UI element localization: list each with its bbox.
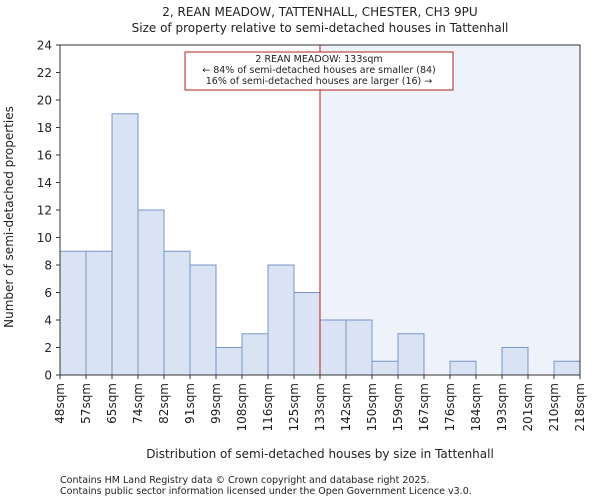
y-tick-label: 16 <box>37 149 52 163</box>
y-tick-label: 12 <box>37 204 52 218</box>
bar-150sqm <box>371 360 399 376</box>
bar-91sqm <box>189 264 217 376</box>
annotation-line2: ← 84% of semi-detached houses are smalle… <box>202 65 436 76</box>
x-tick-label-159sqm: 159sqm <box>391 383 405 431</box>
bar-116sqm <box>267 264 295 376</box>
x-tick-label-74sqm: 74sqm <box>131 383 145 424</box>
y-tick-label: 10 <box>37 231 52 245</box>
x-tick-label-57sqm: 57sqm <box>79 383 93 424</box>
x-tick-label-210sqm: 210sqm <box>547 383 561 431</box>
bar-133sqm <box>319 319 347 376</box>
bar-210sqm <box>553 360 581 376</box>
x-tick-label-176sqm: 176sqm <box>443 383 457 431</box>
bar-82sqm <box>163 250 191 376</box>
y-tick-label: 2 <box>44 341 52 355</box>
x-tick-label-150sqm: 150sqm <box>365 383 379 431</box>
x-tick-label-116sqm: 116sqm <box>261 383 275 431</box>
bar-193sqm <box>501 347 529 376</box>
chart-title-line2: Size of property relative to semi-detach… <box>132 21 509 35</box>
y-tick-label: 18 <box>37 121 52 135</box>
bar-142sqm <box>345 319 373 376</box>
y-axis-label: Number of semi-detached properties <box>2 106 16 328</box>
x-tick-label-193sqm: 193sqm <box>495 383 509 431</box>
x-tick-label-65sqm: 65sqm <box>105 383 119 424</box>
y-tick-label: 4 <box>44 314 52 328</box>
x-tick-label-133sqm: 133sqm <box>313 383 327 431</box>
bar-159sqm <box>397 333 425 376</box>
bar-108sqm <box>241 333 269 376</box>
x-tick-label-91sqm: 91sqm <box>183 383 197 424</box>
bar-176sqm <box>449 360 477 376</box>
annotation-line1: 2 REAN MEADOW: 133sqm <box>255 54 382 65</box>
plot-frame <box>59 44 581 376</box>
bar-125sqm <box>293 292 321 376</box>
x-tick-label-218sqm: 218sqm <box>573 383 587 431</box>
x-tick-label-108sqm: 108sqm <box>235 383 249 431</box>
x-axis-label: Distribution of semi-detached houses by … <box>146 447 494 461</box>
bar-57sqm <box>85 250 113 376</box>
y-tick-label: 22 <box>37 66 52 80</box>
y-tick-label: 24 <box>37 39 52 53</box>
y-tick-label: 8 <box>44 259 52 273</box>
x-tick-label-48sqm: 48sqm <box>53 383 67 424</box>
bars-group <box>59 113 581 376</box>
footer-line1: Contains HM Land Registry data © Crown c… <box>60 475 430 486</box>
x-tick-label-201sqm: 201sqm <box>521 383 535 431</box>
bar-74sqm <box>137 209 165 376</box>
annotation-line3: 16% of semi-detached houses are larger (… <box>206 76 433 87</box>
bar-99sqm <box>215 347 243 376</box>
x-tick-label-167sqm: 167sqm <box>417 383 431 431</box>
x-tick-label-184sqm: 184sqm <box>469 383 483 431</box>
chart-title-line1: 2, REAN MEADOW, TATTENHALL, CHESTER, CH3… <box>162 5 477 19</box>
bar-48sqm <box>59 250 87 376</box>
x-tick-label-125sqm: 125sqm <box>287 383 301 431</box>
x-tick-label-82sqm: 82sqm <box>157 383 171 424</box>
y-tick-label: 20 <box>37 94 52 108</box>
x-tick-label-142sqm: 142sqm <box>339 383 353 431</box>
y-tick-label: 0 <box>44 369 52 383</box>
x-tick-label-99sqm: 99sqm <box>209 383 223 424</box>
x-axis: 48sqm 57sqm 65sqm 74sqm 82sqm 91sqm 99sqm 108sq… <box>53 375 587 431</box>
y-tick-label: 6 <box>44 286 52 300</box>
y-tick-label: 14 <box>37 176 52 190</box>
annotation-box: 2 REAN MEADOW: 133sqm ← 84% of semi-deta… <box>184 51 454 91</box>
footer-line2: Contains public sector information licen… <box>60 486 472 497</box>
bar-65sqm <box>111 113 139 376</box>
